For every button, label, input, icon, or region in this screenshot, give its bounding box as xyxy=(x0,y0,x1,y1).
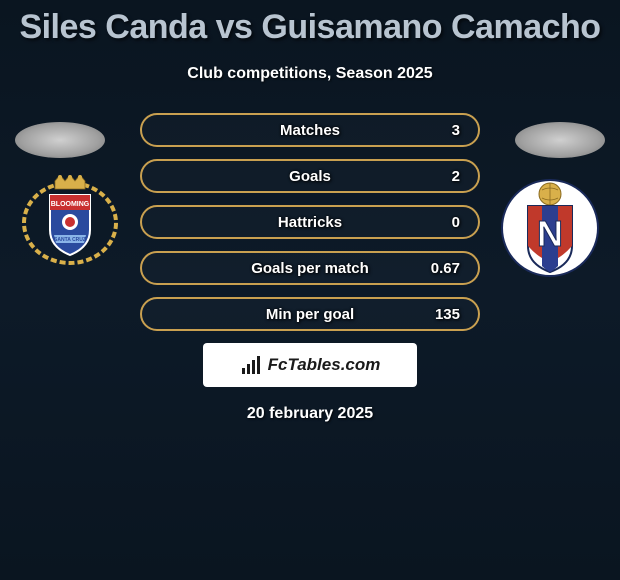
page-title: Siles Canda vs Guisamano Camacho xyxy=(0,0,620,47)
brand-text: FcTables.com xyxy=(268,355,381,375)
subtitle: Club competitions, Season 2025 xyxy=(0,65,620,83)
date-text: 20 february 2025 xyxy=(0,405,620,423)
stats-table: Matches 3 Goals 2 Hattricks 0 Goals per … xyxy=(0,113,620,331)
stat-label: Goals xyxy=(289,168,331,185)
stat-value: 0.67 xyxy=(431,260,460,277)
stat-row: Matches 3 xyxy=(140,113,480,147)
stat-row: Goals per match 0.67 xyxy=(140,251,480,285)
stat-row: Hattricks 0 xyxy=(140,205,480,239)
stat-value: 0 xyxy=(452,214,460,231)
stat-label: Goals per match xyxy=(251,260,369,277)
stat-label: Min per goal xyxy=(266,306,354,323)
stat-row: Min per goal 135 xyxy=(140,297,480,331)
stat-row: Goals 2 xyxy=(140,159,480,193)
stat-value: 135 xyxy=(435,306,460,323)
stat-value: 3 xyxy=(452,122,460,139)
brand-logo: FcTables.com xyxy=(203,343,417,387)
stat-label: Hattricks xyxy=(278,214,342,231)
stat-value: 2 xyxy=(452,168,460,185)
chart-icon xyxy=(240,354,262,376)
stat-label: Matches xyxy=(280,122,340,139)
